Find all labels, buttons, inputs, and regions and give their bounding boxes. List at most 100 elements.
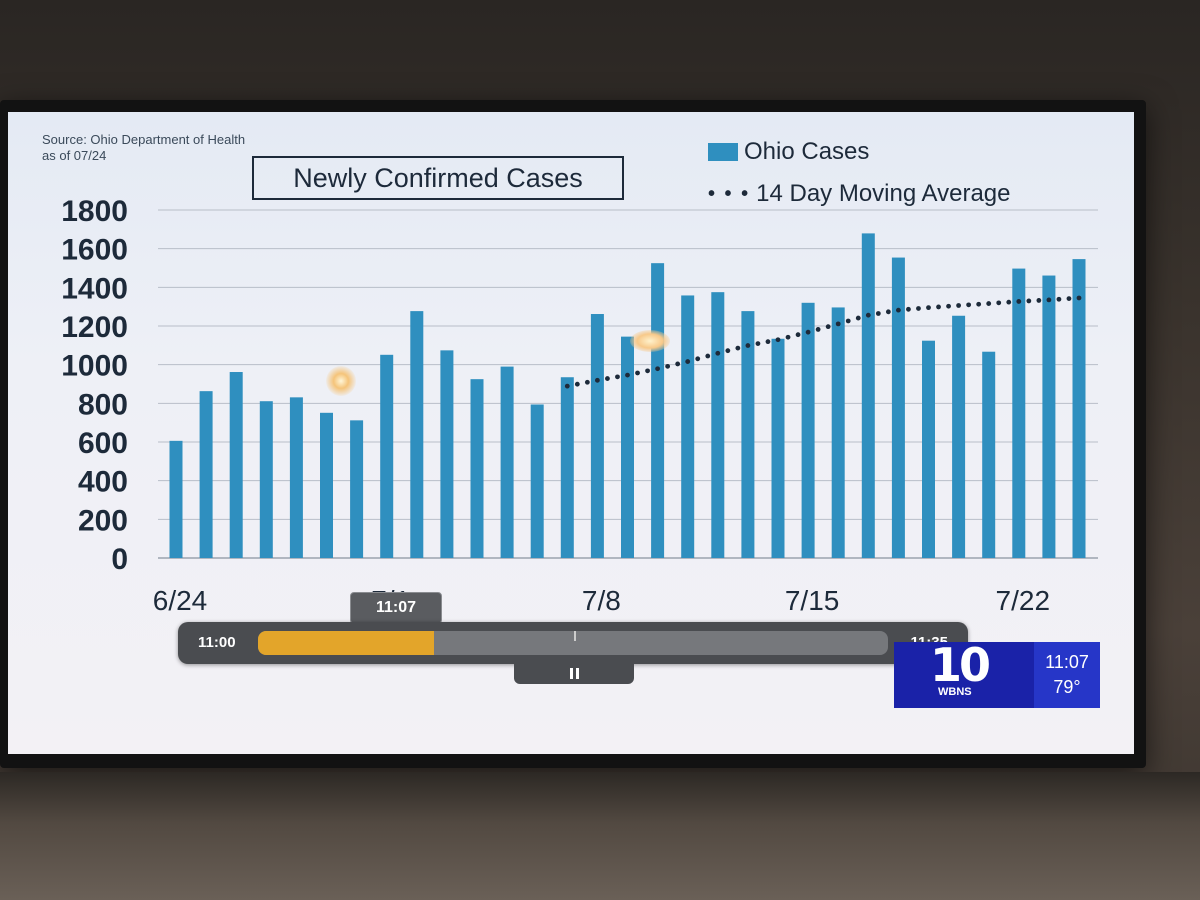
moving-average-dot	[725, 348, 731, 354]
y-tick-label: 1600	[61, 234, 128, 267]
station-info: 11:07 79°	[1034, 642, 1100, 708]
bar-7/17	[861, 233, 875, 558]
moving-average-dot	[845, 318, 851, 324]
moving-average-dot	[946, 303, 951, 309]
playback-scrubber[interactable]	[258, 631, 888, 655]
moving-average-dot	[785, 334, 791, 340]
moving-average-dot	[976, 301, 982, 307]
x-tick-label: 7/15	[785, 585, 840, 616]
moving-average-dot	[745, 343, 751, 348]
tv-screen: Source: Ohio Department of Health as of …	[8, 112, 1134, 754]
bar-6/28	[289, 397, 303, 558]
light-glare	[326, 366, 356, 396]
moving-average-dot	[765, 339, 771, 345]
moving-average-dot	[1076, 295, 1082, 301]
moving-average-dot	[615, 374, 620, 380]
moving-average-dot	[645, 368, 650, 374]
moving-average-dot	[815, 327, 821, 332]
y-tick-label: 1200	[61, 311, 128, 344]
station-time: 11:07	[1045, 652, 1089, 672]
moving-average-dot	[775, 337, 781, 343]
moving-average-dot	[685, 359, 691, 364]
bar-7/14	[771, 338, 785, 558]
moving-average-dot	[665, 363, 671, 369]
moving-average-dot	[625, 372, 630, 378]
bar-7/24	[1072, 259, 1086, 558]
y-axis-labels: 0 200 400 600 800 1000 1200 1400 1600 1800	[61, 195, 128, 576]
y-tick-label: 1400	[61, 272, 128, 305]
y-tick-label: 1800	[61, 195, 128, 228]
y-tick-label: 400	[78, 466, 128, 499]
legend-swatch-bar	[708, 143, 738, 161]
playback-bar[interactable]: 11:00 11:35	[178, 622, 968, 664]
playback-progress-fill	[258, 631, 435, 655]
bar-7/4	[470, 379, 484, 558]
bar-7/16	[831, 307, 845, 558]
legend-dotted-line-icon: • • •	[708, 182, 751, 205]
pause-icon	[575, 667, 579, 679]
chart-title: Newly Confirmed Cases	[252, 156, 624, 200]
moving-average-dot	[584, 379, 590, 385]
moving-average-dot	[885, 309, 891, 315]
bars	[169, 233, 1086, 558]
bar-chart: 0 200 400 600 800 1000 1200 1400 1600 1800 6/24 7/…	[61, 195, 1098, 616]
bar-7/11	[681, 295, 695, 558]
legend-label-cases: Ohio Cases	[744, 138, 870, 165]
playback-time-tooltip: 11:07	[350, 592, 442, 624]
moving-average-dot	[1066, 296, 1072, 302]
moving-average-dot	[865, 312, 871, 318]
moving-average-dot	[966, 302, 972, 308]
moving-average-dot	[574, 381, 580, 387]
moving-average-dot	[564, 383, 570, 389]
bar-6/30	[350, 420, 364, 558]
moving-average-dot	[755, 341, 761, 346]
bar-7/9	[621, 336, 634, 558]
bar-7/6	[530, 404, 544, 558]
legend-item-cases: Ohio Cases	[708, 138, 869, 166]
tv-stand	[0, 772, 1200, 900]
playback-start-time: 11:00	[198, 634, 236, 651]
moving-average-dot	[986, 301, 992, 306]
legend-label-average: 14 Day Moving Average	[756, 180, 1011, 207]
moving-average-dot	[1016, 299, 1022, 304]
bar-7/3	[440, 350, 454, 558]
station-bug: 10 WBNS 11:07 79°	[894, 638, 1100, 708]
moving-average-dot	[936, 304, 941, 310]
x-axis-labels: 6/247/17/87/157/22	[153, 585, 1050, 616]
bar-6/27	[259, 401, 273, 558]
moving-average-dot	[695, 356, 701, 362]
moving-average-dot	[795, 332, 801, 338]
moving-average-dot	[906, 306, 911, 312]
pause-icon	[569, 667, 573, 679]
moving-average-dot	[1046, 297, 1052, 303]
moving-average-dot	[1056, 296, 1062, 302]
moving-average-dot	[635, 370, 640, 376]
x-tick-label: 7/8	[582, 585, 621, 616]
bar-6/24	[169, 440, 183, 558]
pause-button[interactable]	[514, 662, 634, 684]
moving-average-dot	[735, 345, 741, 351]
bar-7/8	[590, 314, 604, 558]
bar-6/25	[199, 391, 213, 558]
playback-midpoint-marker	[574, 631, 576, 641]
moving-average-dot	[956, 303, 961, 308]
bar-7/2	[410, 311, 424, 558]
legend-item-average: • • • 14 Day Moving Average	[708, 180, 1011, 208]
moving-average-dot	[875, 311, 881, 316]
bar-7/13	[741, 311, 755, 558]
x-tick-label: 6/24	[153, 585, 208, 616]
bar-7/20	[952, 315, 966, 558]
y-tick-label: 200	[78, 504, 128, 537]
bar-7/18	[891, 257, 905, 558]
moving-average-dot	[835, 321, 841, 327]
bar-6/26	[229, 372, 243, 558]
x-tick-label: 7/22	[996, 585, 1051, 616]
bar-7/12	[711, 292, 725, 558]
bar-7/22	[1012, 268, 1026, 558]
moving-average-dot	[655, 366, 660, 372]
moving-average-dot	[605, 376, 610, 381]
moving-average-dot	[926, 305, 931, 311]
y-tick-label: 800	[78, 388, 128, 421]
station-logo: 10 WBNS	[894, 638, 1034, 708]
bar-7/1	[380, 354, 394, 558]
